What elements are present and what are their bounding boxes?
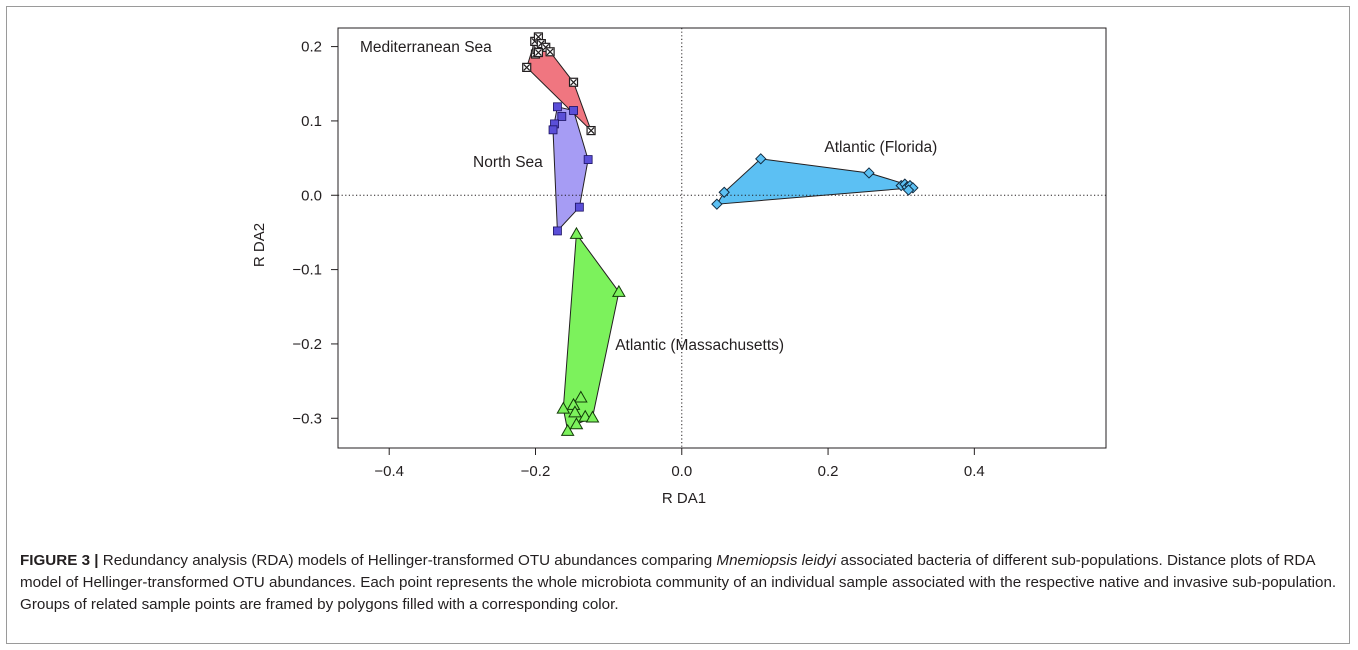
y-tick-label: 0.2 <box>301 39 322 56</box>
point-atlantic-massachusetts <box>569 417 584 430</box>
x-tick-label: 0.2 <box>818 463 839 480</box>
point-atlantic-massachusetts <box>569 226 584 239</box>
group-labels: Mediterranean Sea North Sea Atlantic (Flor… <box>360 39 937 354</box>
sample-points <box>522 32 919 436</box>
y-tick-label: 0.1 <box>301 113 322 130</box>
caption-species-name: Mnemiopsis leidyi <box>716 552 837 569</box>
point-north-sea <box>548 125 558 135</box>
y-axis-label: R DA2 <box>251 223 268 267</box>
x-tick-label: 0.4 <box>964 463 985 480</box>
point-mediterranean-sea <box>533 47 544 58</box>
y-axis: −0.3 −0.2 −0.1 0.0 0.1 0.2 <box>292 39 338 427</box>
plot-area-border <box>337 27 1107 449</box>
point-cross <box>523 63 531 71</box>
point-north-sea <box>553 102 562 112</box>
polygon-atlantic-florida <box>715 158 915 205</box>
point-north-sea <box>569 106 578 115</box>
x-tick-label: −0.2 <box>521 463 551 480</box>
point-atlantic-massachusetts <box>560 423 575 436</box>
point-north-sea <box>574 202 584 212</box>
point-mediterranean-sea <box>545 47 555 57</box>
point-cross <box>546 48 554 56</box>
point-mediterranean-sea <box>522 62 532 72</box>
group-label-atlantic-florida: Atlantic (Florida) <box>824 139 937 156</box>
point-atlantic-florida <box>718 186 730 198</box>
point-cross <box>587 127 595 135</box>
point-atlantic-massachusetts <box>568 405 582 418</box>
point-cross <box>570 78 577 86</box>
figure-frame <box>6 6 1350 644</box>
x-axis-label: R DA1 <box>662 490 706 507</box>
group-polygons <box>526 35 915 432</box>
point-mediterranean-sea <box>586 125 596 136</box>
point-atlantic-florida <box>755 153 767 165</box>
point-atlantic-massachusetts <box>585 410 600 423</box>
x-tick-label: 0.0 <box>671 463 692 480</box>
reference-lines <box>338 28 1106 448</box>
rda-scatter-chart: Mediterranean Sea North Sea Atlantic (Flor… <box>251 27 1107 507</box>
y-tick-label: −0.1 <box>292 262 322 279</box>
y-tick-label: −0.2 <box>292 336 322 353</box>
point-north-sea <box>553 226 562 236</box>
x-tick-label: −0.4 <box>374 463 404 480</box>
point-cross <box>534 33 542 41</box>
caption-text-part-2: associated bacteria of different sub-pop… <box>20 552 1337 613</box>
point-atlantic-massachusetts <box>556 401 571 414</box>
point-north-sea <box>583 155 593 164</box>
point-cross <box>534 49 542 56</box>
point-atlantic-massachusetts <box>573 390 588 403</box>
group-label-north-sea: North Sea <box>473 154 543 171</box>
figure-label: FIGURE 3 | <box>20 552 99 569</box>
point-atlantic-florida <box>902 184 915 196</box>
group-label-mediterranean-sea: Mediterranean Sea <box>360 39 492 56</box>
point-atlantic-florida <box>863 167 875 179</box>
x-axis: −0.4 −0.2 0.0 0.2 0.4 <box>374 448 985 480</box>
figure-caption: FIGURE 3 | Redundancy analysis (RDA) mod… <box>20 550 1342 616</box>
group-label-atlantic-massachusetts: Atlantic (Massachusetts) <box>615 337 784 354</box>
point-mediterranean-sea <box>568 77 579 87</box>
y-tick-label: −0.3 <box>292 410 322 427</box>
caption-text-part-1: Redundancy analysis (RDA) models of Hell… <box>98 552 717 569</box>
point-atlantic-florida <box>711 198 723 210</box>
y-tick-label: 0.0 <box>301 187 322 204</box>
point-north-sea <box>557 112 567 121</box>
point-atlantic-massachusetts <box>612 284 626 297</box>
